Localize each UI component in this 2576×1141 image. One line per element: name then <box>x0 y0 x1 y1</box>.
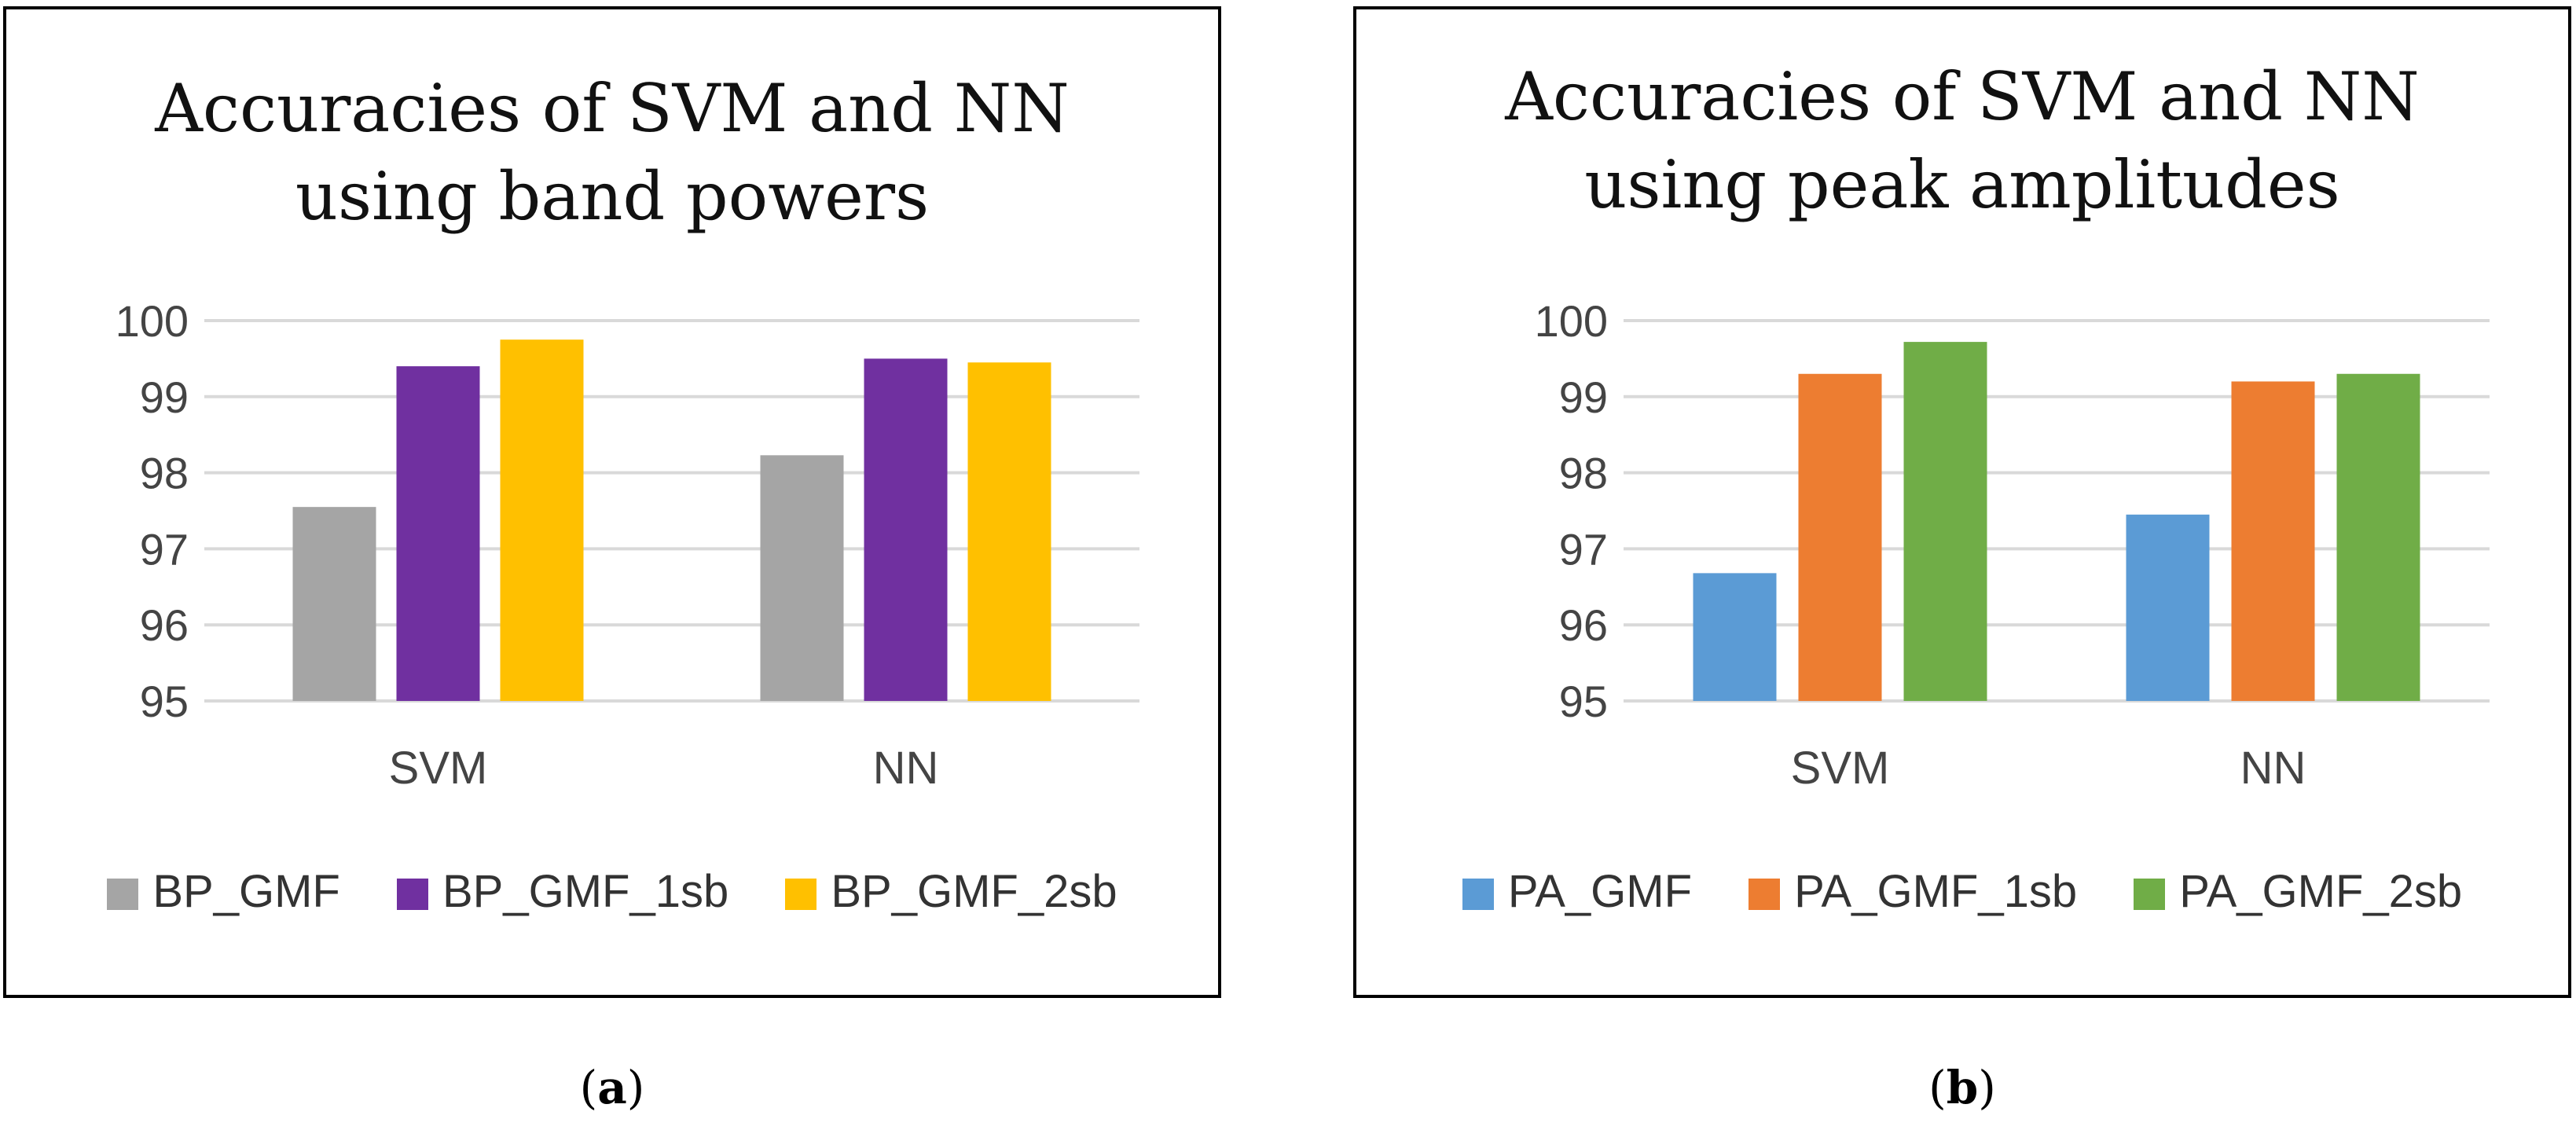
figure-caption-a: (a) <box>534 1061 691 1114</box>
chart-title: Accuracies of SVM and NN using band powe… <box>6 64 1218 240</box>
chart-legend: BP_GMF BP_GMF_1sb BP_GMF_2sb <box>6 862 1218 918</box>
legend-item: BP_GMF_1sb <box>396 865 729 918</box>
bar <box>500 339 584 701</box>
bar-chart-plot: 95 96 97 98 99 100 SVM NN <box>116 296 1139 794</box>
chart-title-line-2: using peak amplitudes <box>1584 146 2340 223</box>
bar <box>760 455 844 701</box>
y-tick-label: 97 <box>1559 524 1608 574</box>
chart-legend: PA_GMF PA_GMF_1sb PA_GMF_2sb <box>1356 862 2568 918</box>
bar <box>2126 514 2210 701</box>
chart-title-line-2: using band powers <box>295 158 930 235</box>
bar <box>292 507 376 701</box>
bar <box>1693 573 1777 701</box>
legend-swatch <box>1749 879 1781 911</box>
legend-item: PA_GMF_2sb <box>2134 865 2462 918</box>
y-tick-label: 98 <box>1559 449 1608 498</box>
legend-swatch <box>785 879 817 911</box>
legend-label: PA_GMF_1sb <box>1794 866 2078 918</box>
legend-label: BP_GMF_1sb <box>442 866 729 918</box>
y-tick-label: 100 <box>1535 296 1608 346</box>
y-tick-label: 99 <box>1559 372 1608 422</box>
legend-item: PA_GMF <box>1462 865 1692 918</box>
legend-item: BP_GMF <box>107 865 340 918</box>
bar <box>1903 342 1987 701</box>
y-tick-label: 96 <box>140 600 189 650</box>
chart-title: Accuracies of SVM and NN using peak ampl… <box>1356 53 2568 229</box>
y-tick-label: 95 <box>1559 677 1608 726</box>
bar <box>2231 381 2315 701</box>
y-tick-label: 95 <box>140 677 189 726</box>
caption-open-paren: ( <box>1928 1061 1947 1114</box>
y-tick-label: 96 <box>1559 600 1608 650</box>
caption-close-paren: ) <box>1978 1061 1996 1114</box>
bar-chart-plot: 95 96 97 98 99 100 SVM NN <box>1535 296 2490 794</box>
chart-title-line-1: Accuracies of SVM and NN <box>155 70 1070 147</box>
legend-label: BP_GMF <box>152 866 340 918</box>
figure-caption-b: (b) <box>1884 1061 2041 1114</box>
chart-panel-b: Accuracies of SVM and NN using peak ampl… <box>1353 6 2571 998</box>
bar <box>2336 373 2420 701</box>
caption-letter: a <box>597 1061 627 1114</box>
bar <box>864 358 948 701</box>
legend-label: BP_GMF_2sb <box>831 866 1117 918</box>
caption-open-paren: ( <box>579 1061 598 1114</box>
legend-swatch <box>107 879 139 911</box>
caption-letter: b <box>1946 1061 1979 1114</box>
x-category-label: NN <box>873 743 939 794</box>
legend-swatch <box>396 879 428 911</box>
y-tick-label: 100 <box>116 296 189 346</box>
x-category-label: SVM <box>1791 743 1890 794</box>
legend-item: BP_GMF_2sb <box>785 865 1117 918</box>
bar <box>396 366 480 701</box>
chart-title-line-1: Accuracies of SVM and NN <box>1505 58 2420 135</box>
y-tick-label: 97 <box>140 524 189 574</box>
legend-item: PA_GMF_1sb <box>1749 865 2077 918</box>
x-category-label: NN <box>2240 743 2306 794</box>
legend-swatch <box>2134 879 2166 911</box>
bar <box>967 362 1051 701</box>
legend-label: PA_GMF <box>1507 866 1693 918</box>
y-tick-label: 98 <box>140 449 189 498</box>
bar <box>1798 373 1882 701</box>
x-category-label: SVM <box>389 743 488 794</box>
y-tick-label: 99 <box>140 372 189 422</box>
legend-swatch <box>1462 879 1494 911</box>
legend-label: PA_GMF_2sb <box>2179 866 2463 918</box>
caption-close-paren: ) <box>626 1061 645 1114</box>
chart-panel-a: Accuracies of SVM and NN using band powe… <box>3 6 1221 998</box>
